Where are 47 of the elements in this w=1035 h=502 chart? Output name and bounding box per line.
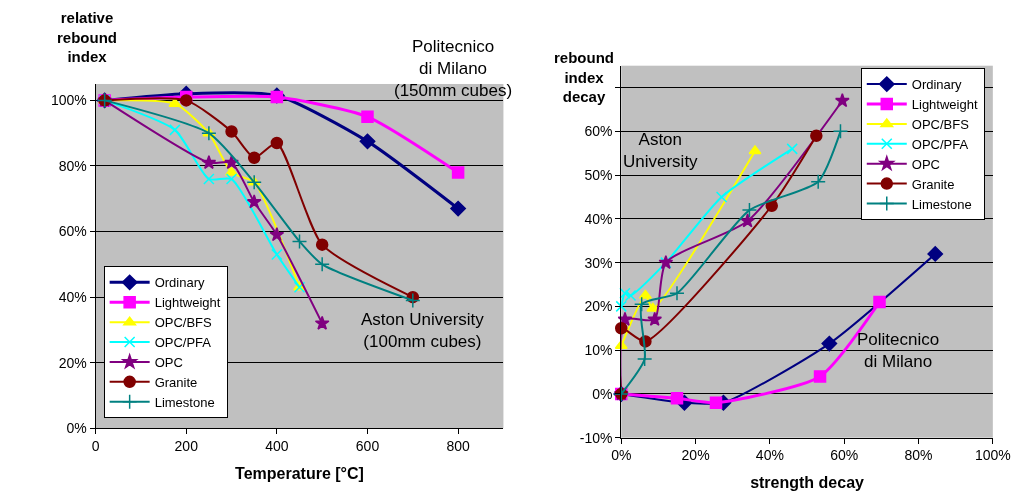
- legend-label: OPC/BFS: [154, 315, 213, 331]
- y-tick-label: 20%: [584, 298, 613, 315]
- annotation: Aston University: [623, 130, 699, 172]
- y-tick-label: 10%: [584, 342, 613, 359]
- x-tick-label: 200: [174, 438, 199, 455]
- y-tick-label: 40%: [584, 210, 613, 227]
- annotation: Politecnico di Milano: [857, 330, 940, 372]
- x-tick-label: 80%: [904, 447, 933, 464]
- x-tick-label: 60%: [830, 447, 859, 464]
- legend-label: Limestone: [154, 394, 215, 410]
- x-tick-label: 600: [355, 438, 380, 455]
- legend-label: Granite: [154, 374, 198, 390]
- y-axis-title: rebound index decay: [554, 49, 614, 105]
- legend-label: Limestone: [911, 196, 972, 212]
- legend-label: OPC/PFA: [154, 335, 212, 351]
- annotation: Aston University (100mm cubes): [361, 310, 485, 352]
- y-tick-label: 40%: [58, 289, 87, 306]
- x-tick-label: 400: [265, 438, 289, 455]
- legend-label: OPC: [911, 156, 940, 172]
- legend-label: OPC: [154, 355, 183, 371]
- legend-label: Ordinary: [911, 77, 963, 93]
- y-tick-label: 0%: [66, 420, 87, 437]
- y-tick-label: 0%: [592, 385, 613, 402]
- x-tick-label: 20%: [681, 447, 710, 464]
- legend-label: Lightweight: [154, 295, 221, 311]
- legend-label: Ordinary: [154, 275, 205, 291]
- legend-label: OPC/PFA: [911, 136, 969, 152]
- annotation: Politecnico di Milano (150mm cubes): [394, 37, 513, 101]
- y-tick-label: 80%: [58, 157, 87, 174]
- y-tick-label: 20%: [58, 354, 87, 371]
- x-axis-title: Temperature [°C]: [235, 464, 364, 482]
- x-tick-label: 40%: [755, 447, 784, 464]
- legend-label: OPC/BFS: [911, 116, 970, 132]
- legend-label: Granite: [911, 176, 955, 192]
- y-tick-label: 30%: [584, 254, 613, 271]
- y-tick-label: 60%: [584, 123, 613, 140]
- y-tick-label: 50%: [584, 167, 613, 184]
- x-axis-title: strength decay: [750, 474, 865, 492]
- y-tick-label: 60%: [58, 223, 87, 240]
- y-tick-label: -10%: [579, 429, 613, 446]
- x-tick-label: 0: [91, 438, 100, 455]
- y-tick-label: 100%: [50, 92, 87, 109]
- y-axis-title: relative rebound index: [57, 9, 117, 65]
- legend-label: Lightweight: [911, 97, 978, 113]
- x-tick-label: 0%: [611, 447, 632, 464]
- x-tick-label: 800: [446, 438, 471, 455]
- x-tick-label: 100%: [974, 447, 1011, 464]
